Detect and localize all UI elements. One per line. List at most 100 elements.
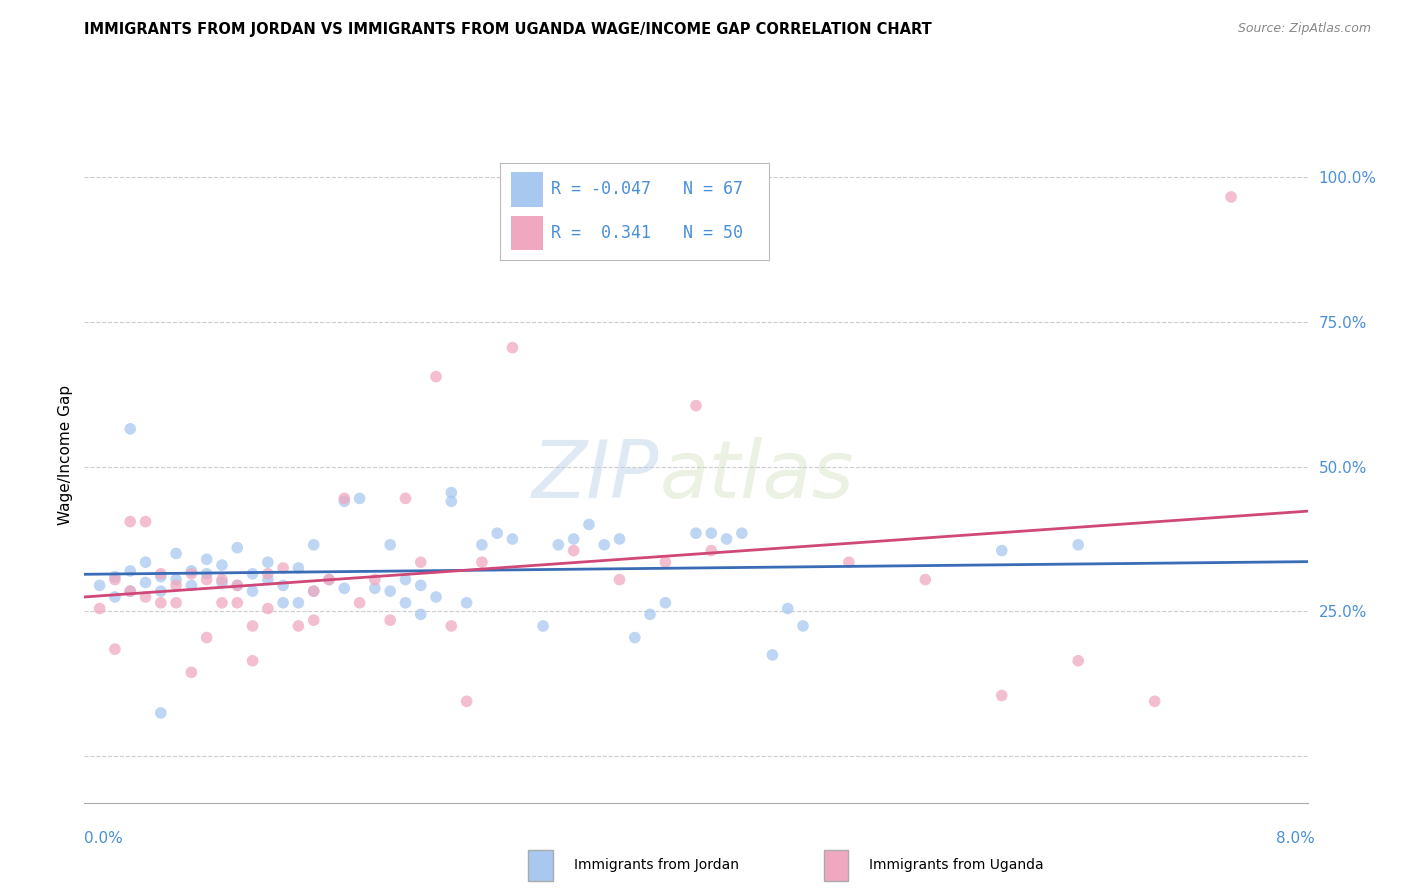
Point	[242, 584, 264, 599]
Point	[394, 596, 416, 610]
Point	[287, 596, 309, 610]
Point	[440, 494, 463, 508]
Point	[716, 532, 738, 546]
Point	[302, 584, 325, 599]
Point	[547, 538, 569, 552]
Point	[638, 607, 661, 622]
Point	[165, 546, 187, 561]
Point	[211, 573, 233, 587]
Point	[180, 564, 202, 578]
Point	[501, 341, 523, 355]
Text: Immigrants from Jordan: Immigrants from Jordan	[574, 858, 738, 872]
Point	[578, 517, 600, 532]
Point	[364, 573, 387, 587]
Point	[380, 613, 402, 627]
Point	[318, 573, 340, 587]
Point	[180, 665, 202, 680]
Point	[149, 566, 172, 581]
Text: Immigrants from Uganda: Immigrants from Uganda	[869, 858, 1043, 872]
Text: Source: ZipAtlas.com: Source: ZipAtlas.com	[1237, 22, 1371, 36]
Point	[165, 596, 187, 610]
Point	[1067, 654, 1090, 668]
Point	[380, 584, 402, 599]
Point	[593, 538, 616, 552]
Point	[364, 582, 387, 596]
Point	[242, 619, 264, 633]
Point	[409, 555, 432, 569]
Point	[624, 631, 647, 645]
Point	[89, 578, 111, 592]
Point	[149, 706, 172, 720]
Point	[990, 689, 1012, 703]
Text: 8.0%: 8.0%	[1275, 831, 1315, 846]
Point	[486, 526, 509, 541]
Point	[1220, 190, 1243, 204]
Point	[333, 494, 356, 508]
Point	[394, 491, 416, 506]
Point	[685, 399, 707, 413]
Point	[838, 555, 860, 569]
Point	[409, 607, 432, 622]
Point	[425, 590, 447, 604]
Point	[271, 578, 294, 592]
Text: N = 50: N = 50	[683, 224, 744, 243]
Point	[149, 596, 172, 610]
Point	[104, 573, 127, 587]
Point	[120, 422, 142, 436]
Point	[700, 526, 723, 541]
Point	[318, 573, 340, 587]
Point	[165, 573, 187, 587]
Point	[135, 575, 157, 590]
Point	[394, 573, 416, 587]
Point	[456, 596, 478, 610]
Point	[211, 596, 233, 610]
Text: R = -0.047: R = -0.047	[551, 180, 651, 199]
Point	[425, 369, 447, 384]
Point	[195, 566, 218, 581]
Point	[440, 619, 463, 633]
Point	[302, 584, 325, 599]
Point	[271, 596, 294, 610]
Point	[333, 582, 356, 596]
Point	[120, 515, 142, 529]
Point	[731, 526, 754, 541]
Point	[257, 555, 280, 569]
Text: N = 67: N = 67	[683, 180, 744, 199]
Point	[471, 538, 494, 552]
Point	[180, 578, 202, 592]
Point	[1067, 538, 1090, 552]
Point	[120, 584, 142, 599]
Point	[287, 561, 309, 575]
Point	[195, 631, 218, 645]
Point	[257, 601, 280, 615]
Point	[180, 566, 202, 581]
Point	[149, 570, 172, 584]
Point	[149, 584, 172, 599]
Point	[195, 552, 218, 566]
Point	[562, 532, 585, 546]
Point	[562, 543, 585, 558]
Point	[257, 573, 280, 587]
Point	[531, 619, 554, 633]
Point	[776, 601, 799, 615]
Point	[302, 613, 325, 627]
Point	[654, 555, 676, 569]
Point	[135, 555, 157, 569]
Point	[226, 541, 249, 555]
Point	[501, 532, 523, 546]
Point	[609, 532, 631, 546]
Text: 0.0%: 0.0%	[84, 831, 124, 846]
Point	[257, 566, 280, 581]
Point	[242, 566, 264, 581]
Point	[165, 578, 187, 592]
Point	[761, 648, 783, 662]
Point	[440, 485, 463, 500]
Y-axis label: Wage/Income Gap: Wage/Income Gap	[58, 384, 73, 525]
Point	[211, 575, 233, 590]
Point	[654, 596, 676, 610]
Point	[226, 578, 249, 592]
Text: atlas: atlas	[659, 437, 853, 515]
Point	[104, 642, 127, 657]
Point	[914, 573, 936, 587]
Point	[700, 543, 723, 558]
